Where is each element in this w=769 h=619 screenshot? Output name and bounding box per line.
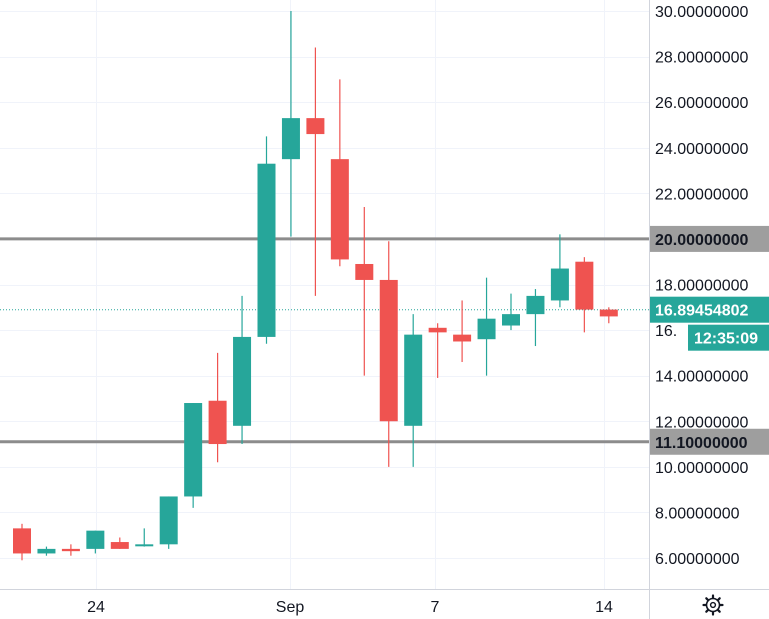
candle-body [13, 528, 31, 554]
countdown-text: 12:35:09 [694, 331, 758, 348]
y-tick-label: 24.00000000 [655, 141, 749, 158]
y-tick-label: 8.00000000 [655, 505, 740, 522]
candle[interactable] [233, 295, 252, 445]
candle[interactable] [135, 528, 154, 547]
candle[interactable] [37, 546, 56, 556]
candle-body [599, 309, 618, 317]
price-labels: 20.00000000 11.10000000 16.89454802 12:35:0… [650, 225, 769, 455]
candle[interactable] [502, 293, 520, 331]
candle-body [428, 327, 447, 333]
candle[interactable] [86, 530, 105, 554]
x-tick-label: 7 [431, 599, 440, 616]
candle[interactable] [477, 277, 496, 376]
last-price-text: 16.89454802 [655, 303, 749, 320]
candle-body [453, 334, 472, 342]
gear-icon[interactable] [702, 594, 724, 616]
y-tick-label: 10.00000000 [655, 460, 749, 477]
candle[interactable] [281, 11, 300, 237]
candle[interactable] [208, 352, 227, 463]
candle[interactable] [13, 523, 31, 561]
candle-body [110, 542, 129, 549]
candle-body [135, 544, 154, 547]
level-price-text: 20.00000000 [655, 232, 749, 249]
candle[interactable] [428, 323, 447, 378]
candle[interactable] [184, 403, 203, 508]
level-price-text: 11.10000000 [655, 435, 748, 452]
candle[interactable] [61, 544, 80, 556]
candle[interactable] [453, 300, 472, 362]
candle-body [233, 336, 252, 426]
grid [0, 0, 649, 589]
candle[interactable] [550, 234, 569, 308]
countdown-label: 12:35:09 [688, 324, 769, 351]
y-tick-label: 16. [655, 323, 677, 340]
candle[interactable] [404, 314, 423, 467]
candle[interactable] [379, 241, 398, 467]
y-tick-label: 22.00000000 [655, 186, 749, 203]
candle[interactable] [110, 537, 129, 549]
candle[interactable] [330, 79, 349, 267]
candle-body [355, 263, 374, 280]
candle-body [526, 295, 545, 315]
candle[interactable] [526, 289, 545, 347]
settings-gear-button[interactable] [702, 594, 724, 616]
y-tick-label: 18.00000000 [655, 278, 749, 295]
candle-body [208, 400, 227, 445]
candle-body [404, 334, 423, 426]
candle-body [281, 118, 300, 160]
x-tick-label: Sep [276, 599, 305, 616]
candle[interactable] [159, 496, 178, 549]
candle-body [37, 548, 56, 554]
price-axis[interactable]: 6.00000000 8.00000000 10.00000000 12.000000… [655, 4, 749, 568]
last-price-label: 16.89454802 [650, 296, 769, 323]
candle[interactable] [257, 136, 276, 344]
level-price-label: 20.00000000 [650, 225, 769, 252]
candle-body [477, 318, 496, 340]
time-axis[interactable]: 24 Sep 7 14 [87, 599, 613, 616]
candle-body [379, 279, 398, 422]
y-tick-label: 14.00000000 [655, 369, 749, 386]
candle-body [502, 314, 520, 326]
candle-body [184, 403, 203, 497]
candle-body [86, 530, 105, 549]
candle-body [575, 261, 594, 310]
y-tick-label: 26.00000000 [655, 95, 749, 112]
x-tick-label: 14 [595, 599, 613, 616]
y-tick-label: 30.00000000 [655, 4, 749, 21]
candles [13, 11, 618, 561]
candle-body [61, 548, 80, 552]
x-tick-label: 24 [87, 599, 105, 616]
candle-body [330, 159, 349, 260]
candle[interactable] [355, 207, 374, 376]
level-price-label: 11.10000000 [650, 428, 769, 455]
candle-body [306, 118, 325, 135]
y-tick-label: 28.00000000 [655, 50, 749, 67]
candle-body [257, 163, 276, 337]
y-tick-label: 12.00000000 [655, 414, 749, 431]
y-tick-label: 6.00000000 [655, 551, 740, 568]
candle[interactable] [599, 307, 618, 324]
candle-body [550, 268, 569, 301]
candle[interactable] [306, 47, 325, 296]
candle[interactable] [575, 257, 594, 333]
candle-body [159, 496, 178, 545]
